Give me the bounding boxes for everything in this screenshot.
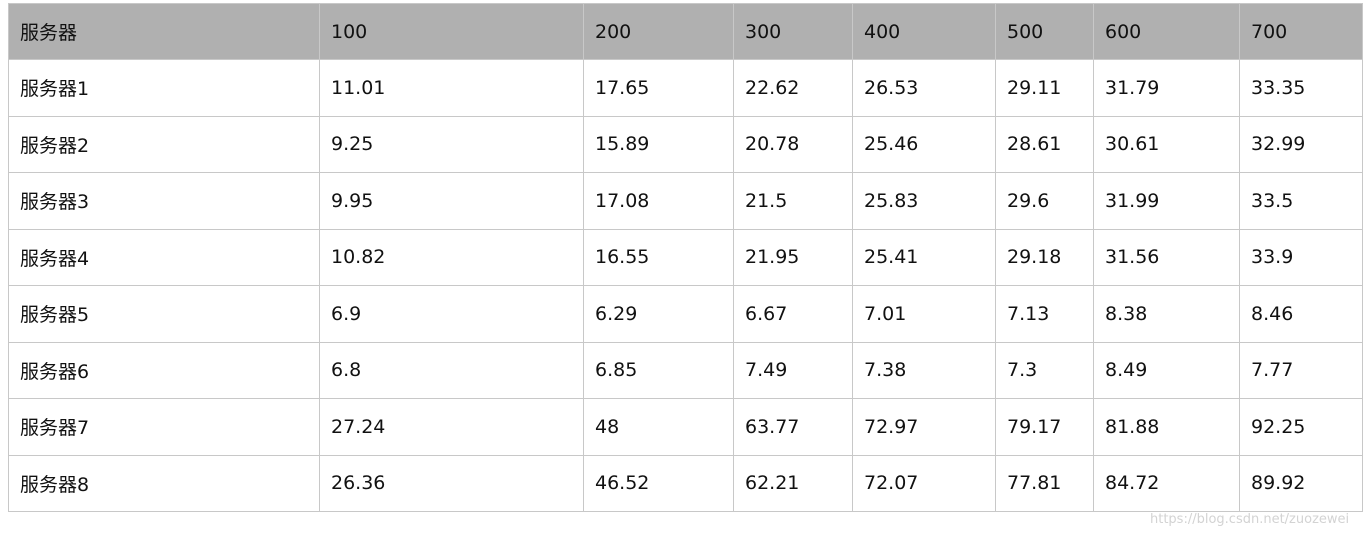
table-row: 服务器4 10.82 16.55 21.95 25.41 29.18 31.56… — [8, 228, 1363, 286]
column-header: 300 — [733, 3, 853, 60]
data-table-container: 服务器 100 200 300 400 500 600 700 服务器1 11.… — [8, 3, 1363, 512]
table-cell: 63.77 — [733, 398, 853, 456]
table-cell: 33.35 — [1239, 59, 1363, 117]
row-label: 服务器2 — [8, 115, 320, 173]
table-cell: 89.92 — [1239, 454, 1363, 512]
table-cell: 6.67 — [733, 285, 853, 343]
table-cell: 29.6 — [995, 172, 1094, 230]
table-cell: 29.11 — [995, 59, 1094, 117]
table-row: 服务器3 9.95 17.08 21.5 25.83 29.6 31.99 33… — [8, 172, 1363, 230]
table-cell: 92.25 — [1239, 398, 1363, 456]
table-row: 服务器1 11.01 17.65 22.62 26.53 29.11 31.79… — [8, 59, 1363, 117]
table-cell: 6.8 — [319, 341, 584, 399]
table-row: 服务器2 9.25 15.89 20.78 25.46 28.61 30.61 … — [8, 115, 1363, 173]
table-cell: 46.52 — [583, 454, 734, 512]
table-cell: 31.79 — [1093, 59, 1240, 117]
table-cell: 31.56 — [1093, 228, 1240, 286]
table-cell: 15.89 — [583, 115, 734, 173]
table-cell: 6.85 — [583, 341, 734, 399]
table-cell: 27.24 — [319, 398, 584, 456]
table-cell: 25.41 — [852, 228, 996, 286]
table-cell: 84.72 — [1093, 454, 1240, 512]
column-header: 400 — [852, 3, 996, 60]
watermark-text: https://blog.csdn.net/zuozewei — [1150, 512, 1350, 527]
table-cell: 21.95 — [733, 228, 853, 286]
column-header: 600 — [1093, 3, 1240, 60]
table-cell: 10.82 — [319, 228, 584, 286]
table-cell: 72.07 — [852, 454, 996, 512]
table-cell: 28.61 — [995, 115, 1094, 173]
table-cell: 7.3 — [995, 341, 1094, 399]
table-cell: 6.9 — [319, 285, 584, 343]
table-header-row: 服务器 100 200 300 400 500 600 700 — [8, 3, 1363, 60]
table-cell: 21.5 — [733, 172, 853, 230]
table-cell: 8.38 — [1093, 285, 1240, 343]
table-cell: 33.9 — [1239, 228, 1363, 286]
table-cell: 7.49 — [733, 341, 853, 399]
row-label: 服务器3 — [8, 172, 320, 230]
table-cell: 81.88 — [1093, 398, 1240, 456]
table-cell: 48 — [583, 398, 734, 456]
table-cell: 8.49 — [1093, 341, 1240, 399]
column-header: 700 — [1239, 3, 1363, 60]
table-cell: 7.01 — [852, 285, 996, 343]
table-cell: 7.77 — [1239, 341, 1363, 399]
row-label: 服务器7 — [8, 398, 320, 456]
table-cell: 33.5 — [1239, 172, 1363, 230]
row-label: 服务器5 — [8, 285, 320, 343]
table-cell: 77.81 — [995, 454, 1094, 512]
table-cell: 11.01 — [319, 59, 584, 117]
row-label: 服务器1 — [8, 59, 320, 117]
table-cell: 20.78 — [733, 115, 853, 173]
table-cell: 16.55 — [583, 228, 734, 286]
table-cell: 26.36 — [319, 454, 584, 512]
table-cell: 25.83 — [852, 172, 996, 230]
table-cell: 17.08 — [583, 172, 734, 230]
table-cell: 6.29 — [583, 285, 734, 343]
table-cell: 22.62 — [733, 59, 853, 117]
table-cell: 62.21 — [733, 454, 853, 512]
table-cell: 29.18 — [995, 228, 1094, 286]
server-data-table: 服务器 100 200 300 400 500 600 700 服务器1 11.… — [8, 3, 1363, 512]
column-header: 100 — [319, 3, 584, 60]
column-header: 服务器 — [8, 3, 320, 60]
table-cell: 31.99 — [1093, 172, 1240, 230]
table-cell: 8.46 — [1239, 285, 1363, 343]
table-cell: 72.97 — [852, 398, 996, 456]
row-label: 服务器8 — [8, 454, 320, 512]
table-cell: 30.61 — [1093, 115, 1240, 173]
table-row: 服务器7 27.24 48 63.77 72.97 79.17 81.88 92… — [8, 398, 1363, 456]
row-label: 服务器4 — [8, 228, 320, 286]
table-cell: 7.13 — [995, 285, 1094, 343]
table-row: 服务器5 6.9 6.29 6.67 7.01 7.13 8.38 8.46 — [8, 285, 1363, 343]
table-cell: 17.65 — [583, 59, 734, 117]
table-cell: 7.38 — [852, 341, 996, 399]
table-cell: 32.99 — [1239, 115, 1363, 173]
column-header: 200 — [583, 3, 734, 60]
table-cell: 9.95 — [319, 172, 584, 230]
row-label: 服务器6 — [8, 341, 320, 399]
table-cell: 25.46 — [852, 115, 996, 173]
table-cell: 26.53 — [852, 59, 996, 117]
table-row: 服务器6 6.8 6.85 7.49 7.38 7.3 8.49 7.77 — [8, 341, 1363, 399]
table-cell: 9.25 — [319, 115, 584, 173]
table-row: 服务器8 26.36 46.52 62.21 72.07 77.81 84.72… — [8, 454, 1363, 512]
table-cell: 79.17 — [995, 398, 1094, 456]
column-header: 500 — [995, 3, 1094, 60]
